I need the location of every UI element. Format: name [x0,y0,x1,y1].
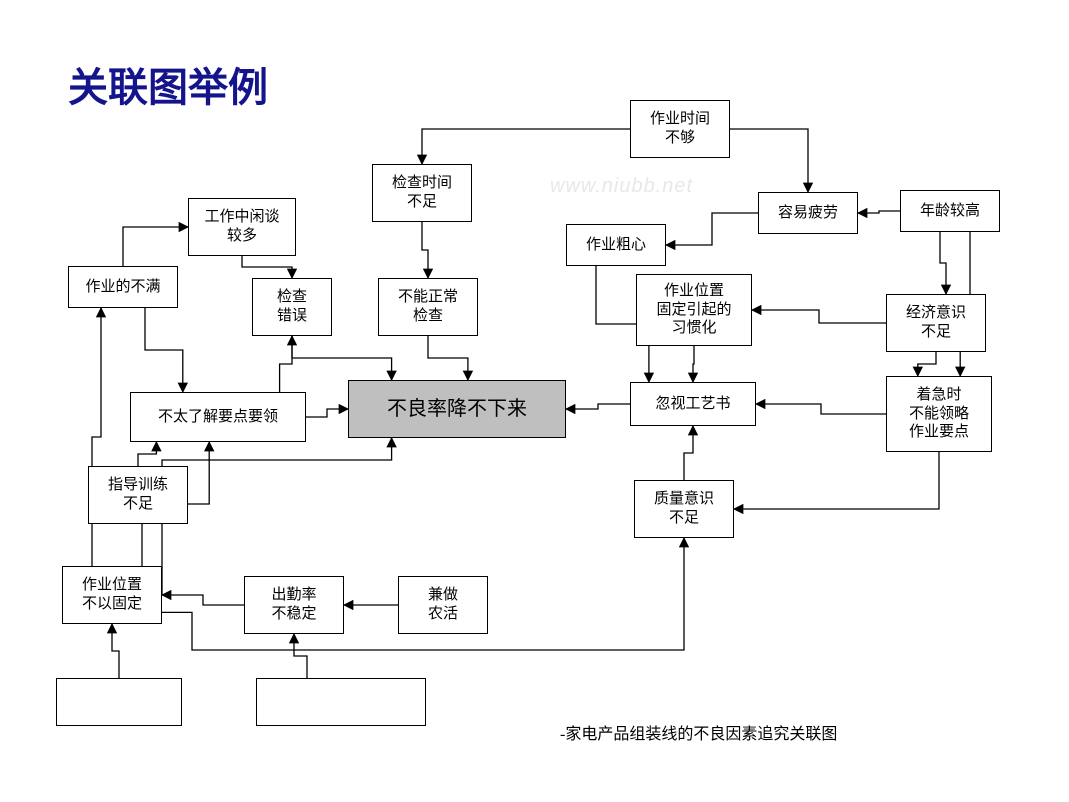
node-label: 作业粗心 [586,236,646,255]
node-label: 工作中闲谈较多 [204,208,279,246]
node-center: 不良率降不下来 [348,380,566,438]
edge [138,442,156,466]
node-olderAge: 年龄较高 [900,190,1000,232]
node-notUnderstand: 不太了解要点要领 [130,392,306,442]
node-label: 检查错误 [277,288,307,326]
node-careless: 作业粗心 [566,224,666,266]
node-label: 经济意识不足 [906,304,966,342]
node-checkError: 检查错误 [252,278,332,336]
node-workTimeShort: 作业时间不够 [630,100,730,158]
node-econWeak: 经济意识不足 [886,294,986,352]
edge [294,634,307,678]
edge [752,310,886,323]
edge [306,409,348,417]
node-label: 不太了解要点要领 [158,408,278,427]
node-label: 检查时间不足 [392,174,452,212]
node-blankA [56,678,182,726]
node-label: 兼做农活 [428,586,458,624]
edge [280,336,292,392]
edge [918,352,936,376]
edge [123,227,188,266]
edge [112,624,119,678]
edge [734,452,939,509]
edge [693,346,694,382]
edge [162,595,244,605]
edge [730,129,808,192]
edge [145,308,183,392]
node-trainShort: 指导训练不足 [88,466,188,524]
node-dissatisfy: 作业的不满 [68,266,178,308]
node-qualityWeak: 质量意识不足 [634,480,734,538]
node-farmWork: 兼做农活 [398,576,488,634]
node-rushCantGrasp: 着急时不能领略作业要点 [886,376,992,452]
node-label: 出勤率不稳定 [271,586,316,624]
node-ignoreProcess: 忽视工艺书 [630,382,756,426]
node-posNotFixed: 作业位置不以固定 [62,566,162,624]
edge [92,308,101,566]
caption: -家电产品组装线的不良因素追究关联图 [560,720,837,744]
edge [292,336,392,380]
edge [422,222,428,278]
edge [162,438,392,595]
node-tireEasily: 容易疲劳 [758,192,858,234]
node-label: 作业位置不以固定 [82,576,142,614]
edge [428,336,468,380]
edge [242,256,292,278]
node-label: 不良率降不下来 [387,397,527,422]
node-label: 作业位置固定引起的习惯化 [656,282,731,338]
edge [684,426,693,480]
node-blankB [256,678,426,726]
edge [566,404,630,409]
node-label: 不能正常检查 [398,288,458,326]
node-chatMore: 工作中闲谈较多 [188,198,296,256]
node-label: 忽视工艺书 [655,395,730,414]
diagram-stage: www.niubb.net 关联图举例 作业时间不够检查时间不足容易疲劳年龄较高… [0,0,1069,802]
edge [422,129,630,164]
node-label: 着急时不能领略作业要点 [909,386,969,442]
node-label: 作业的不满 [85,278,160,297]
node-label: 容易疲劳 [778,204,838,223]
edge [756,404,886,414]
edge [940,232,946,294]
node-habit: 作业位置固定引起的习惯化 [636,274,752,346]
node-attendUnstable: 出勤率不稳定 [244,576,344,634]
edge [858,211,900,213]
node-label: 质量意识不足 [654,490,714,528]
node-checkTimeShort: 检查时间不足 [372,164,472,222]
node-label: 年龄较高 [920,202,980,221]
node-label: 作业时间不够 [650,110,710,148]
edge [666,213,758,245]
node-label: 指导训练不足 [108,476,168,514]
node-cannotCheck: 不能正常检查 [378,278,478,336]
